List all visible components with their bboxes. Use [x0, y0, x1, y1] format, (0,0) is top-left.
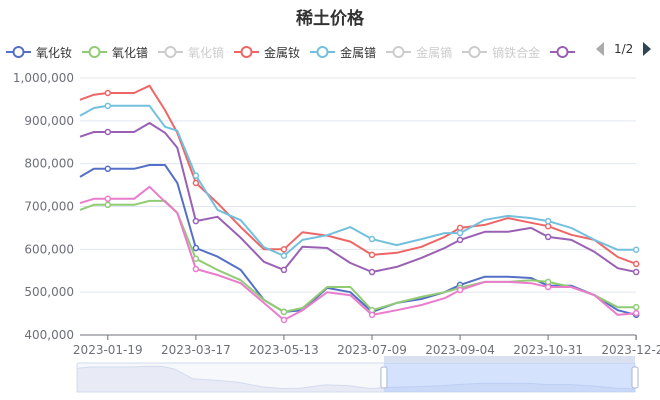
legend-item[interactable]: 氧化镝: [158, 44, 224, 61]
series-氧化镨: [79, 199, 640, 316]
legend-pager: 1/2: [596, 42, 652, 56]
data-point: [544, 233, 552, 241]
data-point: [192, 179, 200, 187]
data-point: [280, 246, 288, 253]
y-tick-label: 500,000: [24, 285, 74, 299]
data-zoom-preview: [76, 365, 636, 393]
data-point: [280, 308, 288, 316]
series-金属钕: [79, 84, 640, 268]
legend-line-circle-icon: [386, 46, 412, 58]
legend-label: 氧化钕: [36, 45, 73, 60]
data-point: [280, 316, 288, 324]
data-point: [104, 195, 112, 203]
data-point: [632, 309, 640, 317]
data-point: [280, 252, 288, 260]
legend-item[interactable]: 金属镨: [310, 44, 376, 61]
x-tick-label: 2023-10-31: [513, 343, 583, 357]
y-tick-label: 1,000,000: [13, 71, 74, 85]
legend-label: 金属钕: [264, 45, 301, 60]
y-tick-label: 400,000: [24, 328, 74, 342]
series-line: [79, 84, 637, 265]
legend-line-circle-icon: [82, 46, 108, 58]
data-point: [544, 278, 552, 286]
data-point: [544, 283, 552, 291]
data-point: [192, 244, 200, 252]
legend-next-page-icon[interactable]: [643, 42, 652, 56]
chart-title: 稀土价格: [296, 9, 364, 29]
series-line: [79, 199, 637, 313]
legend-label: 金属镝: [416, 45, 453, 60]
legend-label: 金属镨: [340, 45, 377, 60]
series-氧化钕: [79, 164, 640, 319]
data-zoom-selected-range: [383, 363, 635, 392]
data-point: [632, 260, 640, 268]
y-tick-label: 700,000: [24, 200, 74, 214]
legend-line-circle-icon: [158, 46, 184, 58]
legend-item[interactable]: 金属钕: [234, 44, 300, 61]
x-tick-label: 2023-12-27: [601, 343, 660, 357]
data-point: [368, 268, 376, 276]
legend-line-circle-icon: [550, 46, 576, 58]
legend-item[interactable]: [550, 45, 580, 59]
x-tick-label: 2023-01-19: [73, 343, 143, 357]
legend-prev-page-icon[interactable]: [596, 42, 604, 56]
data-point: [104, 89, 112, 97]
data-point: [192, 265, 200, 273]
data-point: [368, 251, 376, 259]
data-point: [192, 172, 200, 179]
data-point: [368, 235, 376, 243]
legend-label: 镝铁合金: [492, 45, 541, 60]
y-tick-label: 800,000: [24, 157, 74, 171]
data-point: [368, 311, 376, 319]
data-point: [544, 222, 552, 230]
data-point: [104, 201, 112, 209]
data-point: [456, 229, 464, 237]
series-line: [79, 122, 637, 273]
series-unnamed: [79, 122, 640, 276]
legend-label: 氧化镨: [112, 45, 149, 60]
data-zoom-handle[interactable]: [380, 366, 388, 389]
legend-label: 氧化镝: [188, 45, 225, 60]
legend-item[interactable]: 氧化钕: [6, 44, 72, 61]
data-point: [632, 246, 640, 254]
series-line: [79, 104, 637, 257]
data-point: [632, 268, 640, 276]
x-tick-label: 2023-09-04: [425, 343, 495, 357]
data-point: [456, 286, 464, 294]
legend-item[interactable]: 金属镝: [386, 44, 452, 61]
data-point: [104, 128, 112, 136]
x-tick-label: 2023-05-13: [249, 343, 319, 357]
legend-line-circle-icon: [234, 46, 260, 58]
data-point: [632, 303, 640, 311]
data-point: [104, 102, 112, 110]
x-tick-label: 2023-03-17: [161, 343, 231, 357]
series-金属镨: [79, 102, 640, 260]
data-point: [280, 266, 288, 274]
data-point: [456, 224, 464, 232]
legend-line-circle-icon: [310, 46, 336, 58]
data-point: [192, 217, 200, 225]
legend-line-circle-icon: [462, 46, 488, 58]
data-point: [456, 236, 464, 244]
data-zoom-handle[interactable]: [631, 366, 639, 389]
x-tick-label: 2023-07-09: [337, 343, 407, 357]
legend: 氧化钕 氧化镨 氧化镝 金属钕 金属镨 金属镝 镝铁合金: [6, 42, 596, 62]
legend-item[interactable]: 氧化镨: [82, 44, 148, 61]
data-zoom-slider[interactable]: [76, 356, 639, 393]
legend-item[interactable]: 镝铁合金: [462, 44, 540, 61]
y-tick-label: 600,000: [24, 242, 74, 256]
series-unnamed: [79, 185, 640, 324]
series-line: [79, 185, 637, 321]
y-tick-label: 900,000: [24, 114, 74, 128]
legend-page-indicator: 1/2: [614, 42, 634, 56]
legend-line-circle-icon: [6, 46, 31, 58]
data-point: [104, 165, 112, 173]
data-point: [544, 217, 552, 225]
data-zoom-move-bar: [383, 356, 635, 363]
